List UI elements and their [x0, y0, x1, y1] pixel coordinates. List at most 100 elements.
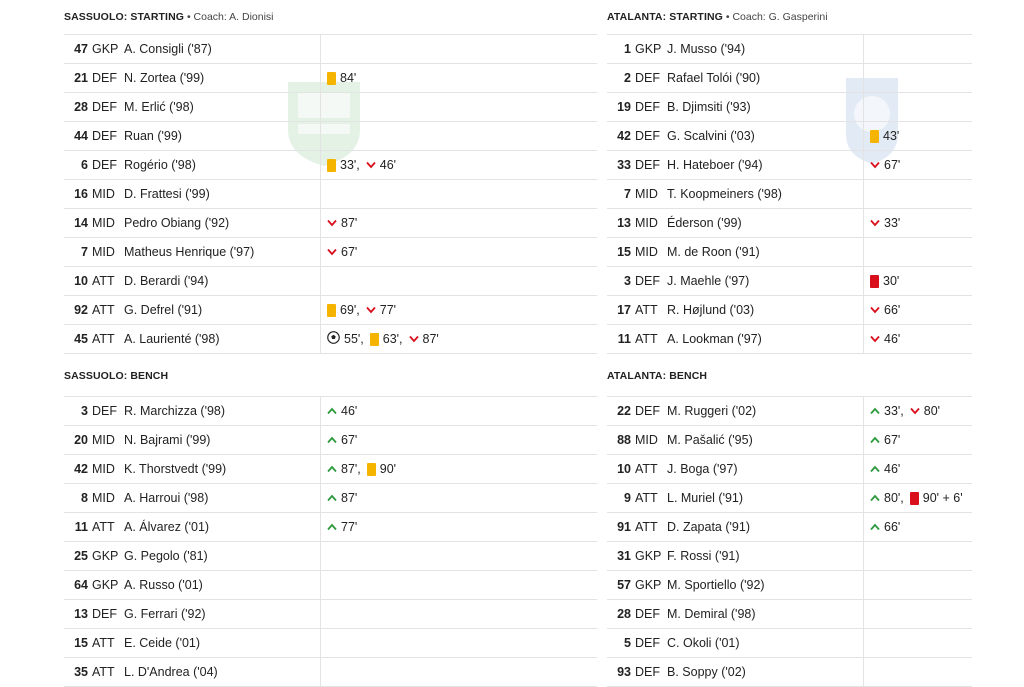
match-event: 43' — [870, 129, 899, 143]
player-name: A. Álvarez ('01) — [124, 520, 210, 534]
player-row: 11 ATT A. Álvarez ('01) 77' — [64, 513, 597, 542]
player-cell: 11 ATT A. Lookman ('97) — [607, 325, 864, 353]
player-number: 7 — [624, 187, 631, 201]
match-events — [321, 93, 597, 121]
event-minute: 46' — [884, 462, 901, 476]
player-cell: 1 GKP J. Musso ('94) — [607, 35, 864, 63]
player-cell: 31 GKP F. Rossi ('91) — [607, 542, 864, 570]
player-name: G. Ferrari ('92) — [124, 607, 206, 621]
player-row: 7 MID T. Koopmeiners ('98) — [607, 180, 972, 209]
player-row: 42 MID K. Thorstvedt ('99) 87', 90' — [64, 455, 597, 484]
player-position: DEF — [92, 71, 117, 85]
event-minute: 90' + 6' — [922, 491, 963, 505]
match-event: 80' — [910, 404, 940, 418]
player-position: DEF — [635, 100, 660, 114]
match-event: 67' — [327, 433, 357, 447]
player-row: 11 ATT A. Lookman ('97) 46' — [607, 325, 972, 354]
match-events — [864, 35, 972, 63]
match-events: 46' — [864, 325, 972, 353]
match-event: 67' — [327, 245, 357, 259]
player-row: 13 MID Éderson ('99) 33' — [607, 209, 972, 238]
sub-in-arrow-icon — [327, 404, 337, 418]
player-number: 57 — [617, 578, 631, 592]
event-minute: 84' — [340, 71, 357, 85]
player-number: 88 — [617, 433, 631, 447]
player-cell: 10 ATT D. Berardi ('94) — [64, 267, 321, 295]
sub-in-arrow-icon — [870, 433, 880, 447]
player-number: 28 — [74, 100, 88, 114]
match-events — [321, 571, 597, 599]
player-cell: 15 ATT E. Ceide ('01) — [64, 629, 321, 657]
player-number: 17 — [617, 303, 631, 317]
yellow-card-icon — [366, 462, 376, 476]
player-name: A. Laurienté ('98) — [124, 332, 220, 346]
player-number: 16 — [74, 187, 88, 201]
player-number: 42 — [74, 462, 88, 476]
player-position: DEF — [635, 404, 660, 418]
player-cell: 88 MID M. Pašalić ('95) — [607, 426, 864, 454]
player-number: 9 — [624, 491, 631, 505]
player-number: 13 — [74, 607, 88, 621]
player-cell: 45 ATT A. Laurienté ('98) — [64, 325, 321, 353]
match-event: 33', — [870, 404, 904, 418]
player-number: 20 — [74, 433, 88, 447]
player-name: Éderson ('99) — [667, 216, 742, 230]
player-position: GKP — [635, 549, 662, 563]
player-number: 25 — [74, 549, 88, 563]
sub-out-arrow-icon — [870, 303, 880, 317]
match-events: 87' — [321, 209, 597, 237]
player-number: 7 — [81, 245, 88, 259]
match-event: 46' — [327, 404, 357, 418]
player-position: DEF — [92, 129, 117, 143]
home-starting-title: SASSUOLO: STARTING — [64, 11, 185, 23]
player-number: 64 — [74, 578, 88, 592]
match-events — [864, 238, 972, 266]
match-event: 77' — [327, 520, 357, 534]
match-events — [864, 93, 972, 121]
player-name: G. Scalvini ('03) — [667, 129, 755, 143]
player-number: 35 — [74, 665, 88, 679]
player-position: DEF — [635, 71, 660, 85]
player-cell: 8 MID A. Harroui ('98) — [64, 484, 321, 512]
player-position: MID — [92, 462, 115, 476]
match-event: 80', — [870, 491, 904, 505]
player-number: 8 — [81, 491, 88, 505]
player-number: 21 — [74, 71, 88, 85]
player-row: 44 DEF Ruan ('99) — [64, 122, 597, 151]
player-cell: 57 GKP M. Sportiello ('92) — [607, 571, 864, 599]
player-cell: 44 DEF Ruan ('99) — [64, 122, 321, 150]
player-name: N. Zortea ('99) — [124, 71, 205, 85]
home-starting-list: 47 GKP A. Consigli ('87) 21 DEF N. Zortea ('9… — [64, 34, 597, 354]
player-number: 5 — [624, 636, 631, 650]
event-minute: 33' — [884, 216, 901, 230]
player-cell: 93 DEF B. Soppy ('02) — [607, 658, 864, 686]
player-name: D. Frattesi ('99) — [124, 187, 210, 201]
player-row: 91 ATT D. Zapata ('91) 66' — [607, 513, 972, 542]
player-row: 42 DEF G. Scalvini ('03) 43' — [607, 122, 972, 151]
player-position: DEF — [92, 404, 117, 418]
player-cell: 64 GKP A. Russo ('01) — [64, 571, 321, 599]
event-minute: 67' — [884, 158, 901, 172]
match-event: 33' — [870, 216, 900, 230]
match-event: 46' — [870, 462, 900, 476]
home-coach: Coach: A. Dionisi — [193, 11, 274, 23]
sub-out-arrow-icon — [870, 216, 880, 230]
event-minute: 80', — [884, 491, 904, 505]
match-event: 33', — [327, 158, 360, 172]
match-event: 46' — [366, 158, 396, 172]
player-row: 28 DEF M. Erlić ('98) — [64, 93, 597, 122]
player-name: Rafael Tolói ('90) — [667, 71, 761, 85]
player-row: 8 MID A. Harroui ('98) 87' — [64, 484, 597, 513]
player-number: 91 — [617, 520, 631, 534]
event-minute: 66' — [884, 520, 901, 534]
player-name: E. Ceide ('01) — [124, 636, 201, 650]
player-name: M. Pašalić ('95) — [667, 433, 753, 447]
player-cell: 33 DEF H. Hateboer ('94) — [607, 151, 864, 179]
event-minute: 55', — [344, 332, 364, 346]
player-number: 15 — [617, 245, 631, 259]
match-event: 67' — [870, 433, 900, 447]
player-cell: 20 MID N. Bajrami ('99) — [64, 426, 321, 454]
event-minute: 66' — [884, 303, 901, 317]
player-name: K. Thorstvedt ('99) — [124, 462, 227, 476]
player-name: Pedro Obiang ('92) — [124, 216, 230, 230]
